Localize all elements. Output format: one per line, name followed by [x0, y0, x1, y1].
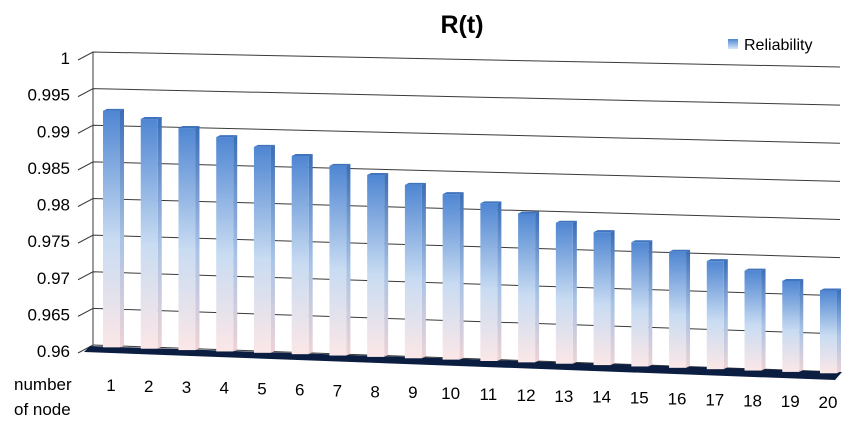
gridlines: [77, 51, 841, 373]
bar: [140, 117, 162, 349]
y-tick-label: 1: [61, 49, 70, 68]
x-tick-label: 6: [295, 381, 304, 400]
x-tick-label: 13: [554, 387, 573, 406]
bar: [669, 249, 691, 368]
chart-floor: [84, 346, 842, 380]
bar: [518, 211, 540, 363]
gridline: [77, 51, 841, 68]
y-tick-label: 0.96: [37, 342, 70, 361]
y-tick-label: 0.995: [27, 86, 70, 105]
x-axis-name: number of node: [14, 375, 72, 419]
x-axis-name-line-1: number: [14, 375, 72, 394]
x-tick-label: 8: [370, 382, 379, 401]
legend-swatch: [728, 39, 738, 49]
bar: [404, 182, 426, 359]
y-tick-label: 0.965: [27, 305, 70, 324]
bar: [442, 192, 464, 360]
y-tick-label: 0.99: [37, 122, 70, 141]
chart-title: R(t): [440, 11, 483, 39]
x-tick-label: 18: [743, 391, 762, 410]
bar: [216, 135, 238, 352]
bar: [480, 201, 502, 362]
x-tick-label: 9: [408, 383, 417, 402]
bar: [744, 268, 766, 371]
x-tick-label: 15: [630, 389, 649, 408]
gridline: [77, 88, 841, 106]
x-tick-label: 17: [705, 390, 724, 409]
y-tick-label: 0.985: [27, 159, 70, 178]
y-axis-ticks: 1 0.995 0.99 0.985 0.98 0.975 0.97 0.965 0.96: [27, 49, 70, 361]
x-tick-label: 19: [781, 392, 800, 411]
bar: [291, 153, 313, 355]
x-tick-label: 12: [517, 386, 536, 405]
bar: [103, 108, 124, 348]
bar-series: [103, 108, 841, 374]
bar: [329, 163, 351, 356]
legend: Reliability: [728, 37, 812, 54]
legend-label: Reliability: [744, 37, 812, 54]
x-tick-label: 20: [819, 393, 838, 412]
y-tick-label: 0.975: [27, 232, 70, 251]
x-tick-label: 1: [106, 376, 115, 395]
y-tick-label: 0.98: [37, 196, 70, 215]
x-tick-label: 3: [182, 378, 191, 397]
bar: [367, 172, 389, 357]
x-tick-label: 2: [144, 377, 153, 396]
bar: [820, 288, 841, 374]
bar: [178, 126, 200, 351]
x-tick-label: 16: [668, 390, 687, 409]
bar: [631, 240, 653, 367]
bar: [253, 144, 275, 353]
y-tick-label: 0.97: [37, 269, 70, 288]
bar: [706, 259, 728, 370]
bar: [555, 220, 577, 364]
x-tick-label: 7: [333, 381, 342, 400]
x-tick-label: 14: [592, 388, 611, 407]
x-tick-label: 10: [441, 384, 460, 403]
bar: [593, 230, 615, 366]
x-tick-label: 5: [257, 380, 266, 399]
bar: [782, 278, 804, 372]
x-axis-name-line-2: of node: [14, 400, 71, 419]
x-tick-label: 11: [480, 385, 498, 404]
x-axis-ticks: 1 2 3 4 5 6 7 8 9 10 11 12 13 14 15 16 17 18 19 20: [106, 376, 837, 412]
x-tick-label: 4: [219, 379, 228, 398]
